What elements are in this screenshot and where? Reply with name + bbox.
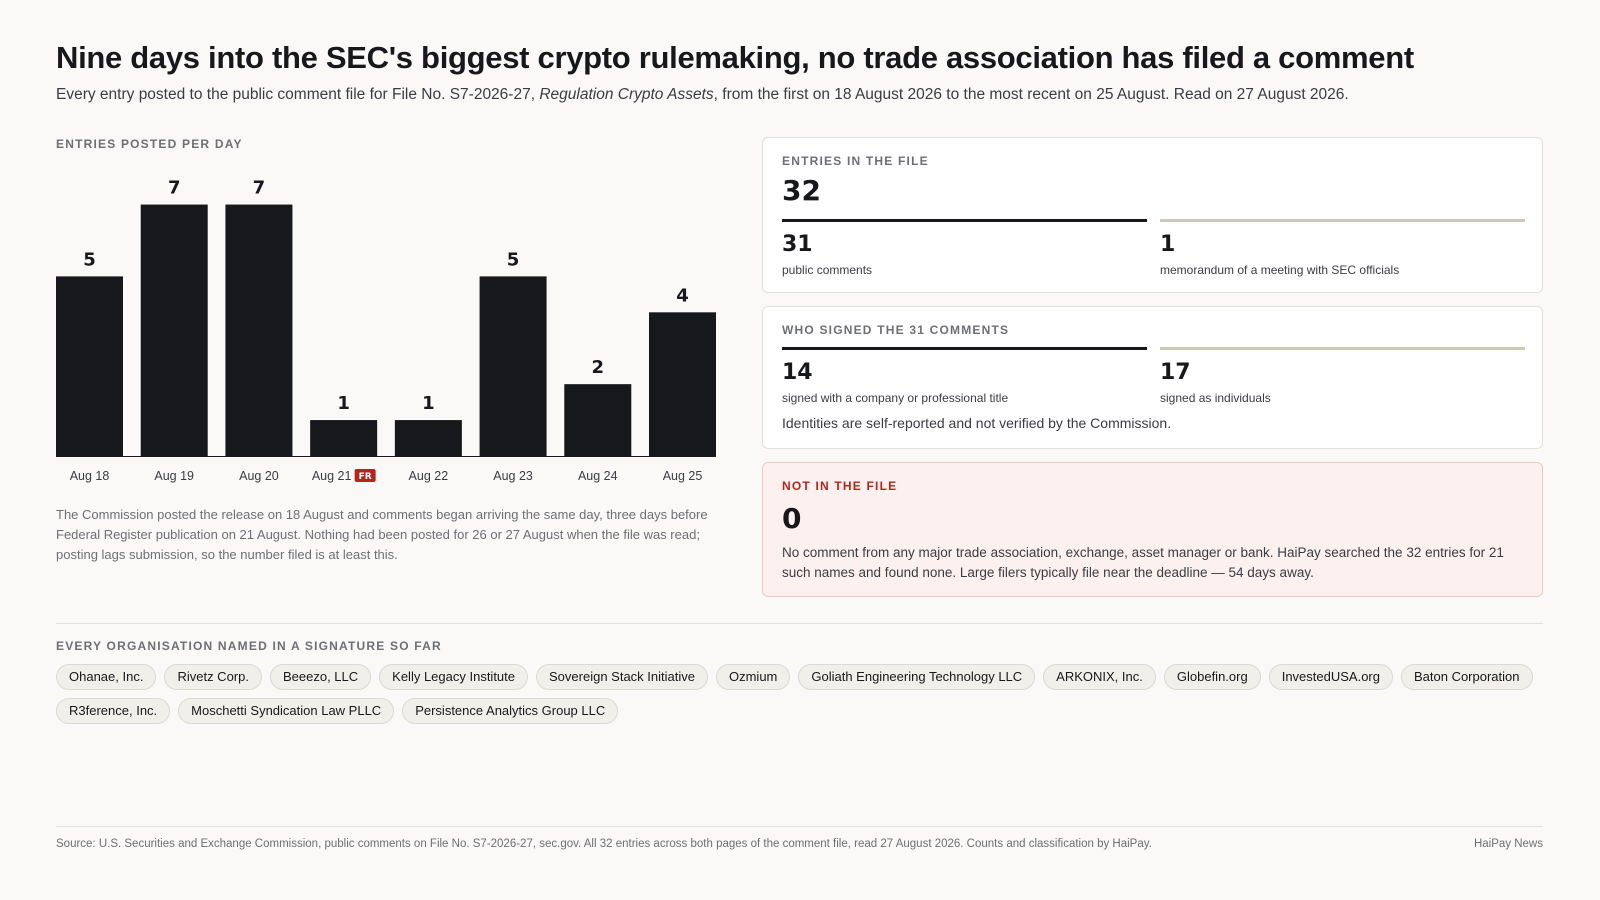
footer-divider: [56, 826, 1543, 827]
not-in-file-card: NOT IN THE FILE 0 No comment from any ma…: [762, 462, 1543, 597]
dek-regulation-title: Regulation Crypto Assets: [539, 86, 714, 103]
org-chip: Ohanae, Inc.: [56, 664, 157, 690]
signers-part-titled-label: signed with a company or professional ti…: [782, 391, 1009, 405]
signers-part-titled-num: 14: [782, 360, 813, 385]
x-tick-label: Aug 19: [154, 469, 194, 483]
signers-split: 14 signed with a company or professional…: [782, 347, 1525, 407]
org-chip: R3ference, Inc.: [56, 698, 171, 724]
bar-aug-19: [140, 204, 208, 456]
org-chip: Globefin.org: [1163, 664, 1261, 690]
dek-text-start: Every entry posted to the public comment…: [56, 86, 540, 103]
signers-part-titled-rule: [782, 347, 1147, 350]
bar-aug-23: [479, 276, 547, 456]
entries-part-memo-label: memorandum of a meeting with SEC officia…: [1160, 263, 1400, 277]
signers-part-individuals-num: 17: [1160, 360, 1191, 385]
signers-part-individuals: 17 signed as individuals: [1160, 347, 1525, 405]
signers-card-label: WHO SIGNED THE 31 COMMENTS: [782, 323, 1010, 337]
org-chip: Persistence Analytics Group LLC: [402, 698, 619, 724]
bar-aug-25: [649, 312, 716, 456]
bar-value-label: 1: [337, 393, 350, 414]
chart-note: The Commission posted the release on 18 …: [56, 507, 708, 562]
fr-badge: [354, 469, 376, 482]
x-tick-label: Aug 22: [409, 469, 449, 483]
x-tick-label: Aug 18: [70, 469, 110, 483]
bar-aug-20: [225, 204, 293, 456]
entries-part-comments-rule: [782, 219, 1147, 222]
org-chip: InvestedUSA.org: [1268, 664, 1393, 690]
entries-part-comments-label: public comments: [782, 263, 873, 277]
x-tick-label: Aug 20: [239, 469, 279, 483]
bar-aug-24: [564, 384, 632, 456]
entries-part-comments-num: 31: [782, 232, 813, 257]
entries-split: 31 public comments 1 memorandum of a mee…: [782, 219, 1525, 279]
org-chip: Ozmium: [715, 664, 791, 690]
bar-value-label: 1: [422, 393, 435, 414]
dek-text-end: , from the first on 18 August 2026 to th…: [713, 86, 1349, 103]
org-chip: Beeezo, LLC: [269, 664, 372, 690]
signers-part-individuals-label: signed as individuals: [1160, 391, 1271, 405]
section-divider: [56, 623, 1543, 624]
bar-value-label: 4: [676, 285, 689, 306]
x-tick-label: Aug 23: [493, 469, 533, 483]
signers-part-titled: 14 signed with a company or professional…: [782, 347, 1147, 405]
x-tick-label: Aug 25: [663, 469, 703, 483]
bar-value-label: 7: [253, 178, 266, 199]
bar-value-label: 7: [168, 178, 181, 199]
entries-card: ENTRIES IN THE FILE 32 31 public comment…: [762, 137, 1543, 293]
brand: HaiPay News: [1473, 838, 1543, 850]
org-chip: Goliath Engineering Technology LLC: [798, 664, 1036, 690]
chart-label: ENTRIES POSTED PER DAY: [56, 137, 243, 151]
not-in-file-text: No comment from any major trade associat…: [782, 545, 1504, 580]
org-chip: Rivetz Corp.: [164, 664, 262, 690]
orgs-list: Ohanae, Inc. Rivetz Corp. Beeezo, LLC Kelly…: [56, 664, 1556, 724]
bar-value-label: 5: [507, 249, 520, 270]
not-in-file-label: NOT IN THE FILE: [782, 479, 898, 493]
bar-aug-22: [394, 420, 462, 456]
not-in-file-num: 0: [782, 502, 802, 535]
bar-value-label: 2: [592, 357, 605, 378]
x-tick-label: Aug 21: [312, 469, 352, 483]
org-chip: Baton Corporation: [1400, 664, 1533, 690]
entries-part-memo-rule: [1160, 219, 1525, 222]
org-chip: Kelly Legacy Institute: [379, 664, 529, 690]
org-chip: ARKONIX, Inc.: [1043, 664, 1156, 690]
bar-value-label: 5: [83, 249, 96, 270]
entries-per-day-chart: 5 Aug 18 7 Aug 19 7 Aug 20 1 Aug 21 FR 1 Aug 22 5 Au…: [56, 178, 716, 483]
entries-part-comments: 31 public comments: [782, 219, 1147, 277]
headline: Nine days into the SEC's biggest crypto …: [56, 40, 1414, 75]
dek: Every entry posted to the public comment…: [56, 86, 1556, 104]
bar-aug-18: [56, 276, 123, 456]
bar-aug-21: [310, 420, 378, 456]
signers-note: Identities are self-reported and not ver…: [782, 415, 1172, 431]
source-note: Source: U.S. Securities and Exchange Com…: [56, 838, 1152, 850]
signers-card: WHO SIGNED THE 31 COMMENTS 14 signed wit…: [762, 306, 1543, 449]
entries-card-label: ENTRIES IN THE FILE: [782, 154, 929, 168]
org-chip: Moschetti Syndication Law PLLC: [178, 698, 395, 724]
x-tick-label: Aug 24: [578, 469, 618, 483]
entries-part-memo-num: 1: [1160, 232, 1176, 257]
entries-total: 32: [782, 174, 821, 207]
org-chip: Sovereign Stack Initiative: [536, 664, 708, 690]
orgs-label: EVERY ORGANISATION NAMED IN A SIGNATURE …: [56, 639, 442, 653]
entries-part-memo: 1 memorandum of a meeting with SEC offic…: [1160, 219, 1525, 277]
fr-badge-label: FR: [359, 472, 372, 482]
signers-part-individuals-rule: [1160, 347, 1525, 350]
